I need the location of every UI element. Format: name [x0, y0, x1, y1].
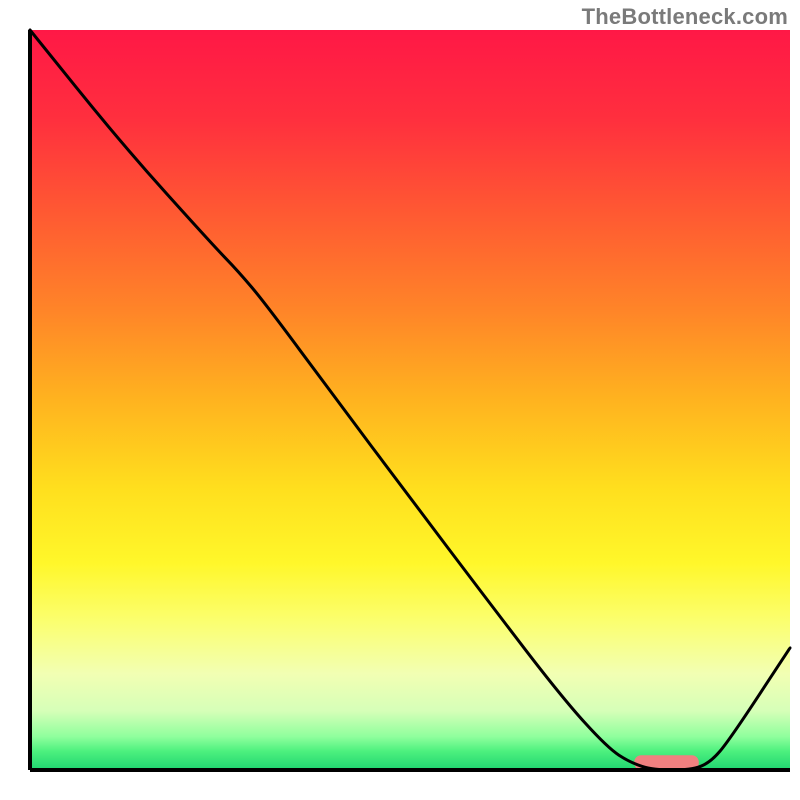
bottleneck-chart: TheBottleneck.com [0, 0, 800, 800]
gradient-background [30, 30, 790, 770]
plot-area [30, 30, 790, 770]
watermark-text: TheBottleneck.com [582, 4, 788, 30]
chart-svg [0, 0, 800, 800]
